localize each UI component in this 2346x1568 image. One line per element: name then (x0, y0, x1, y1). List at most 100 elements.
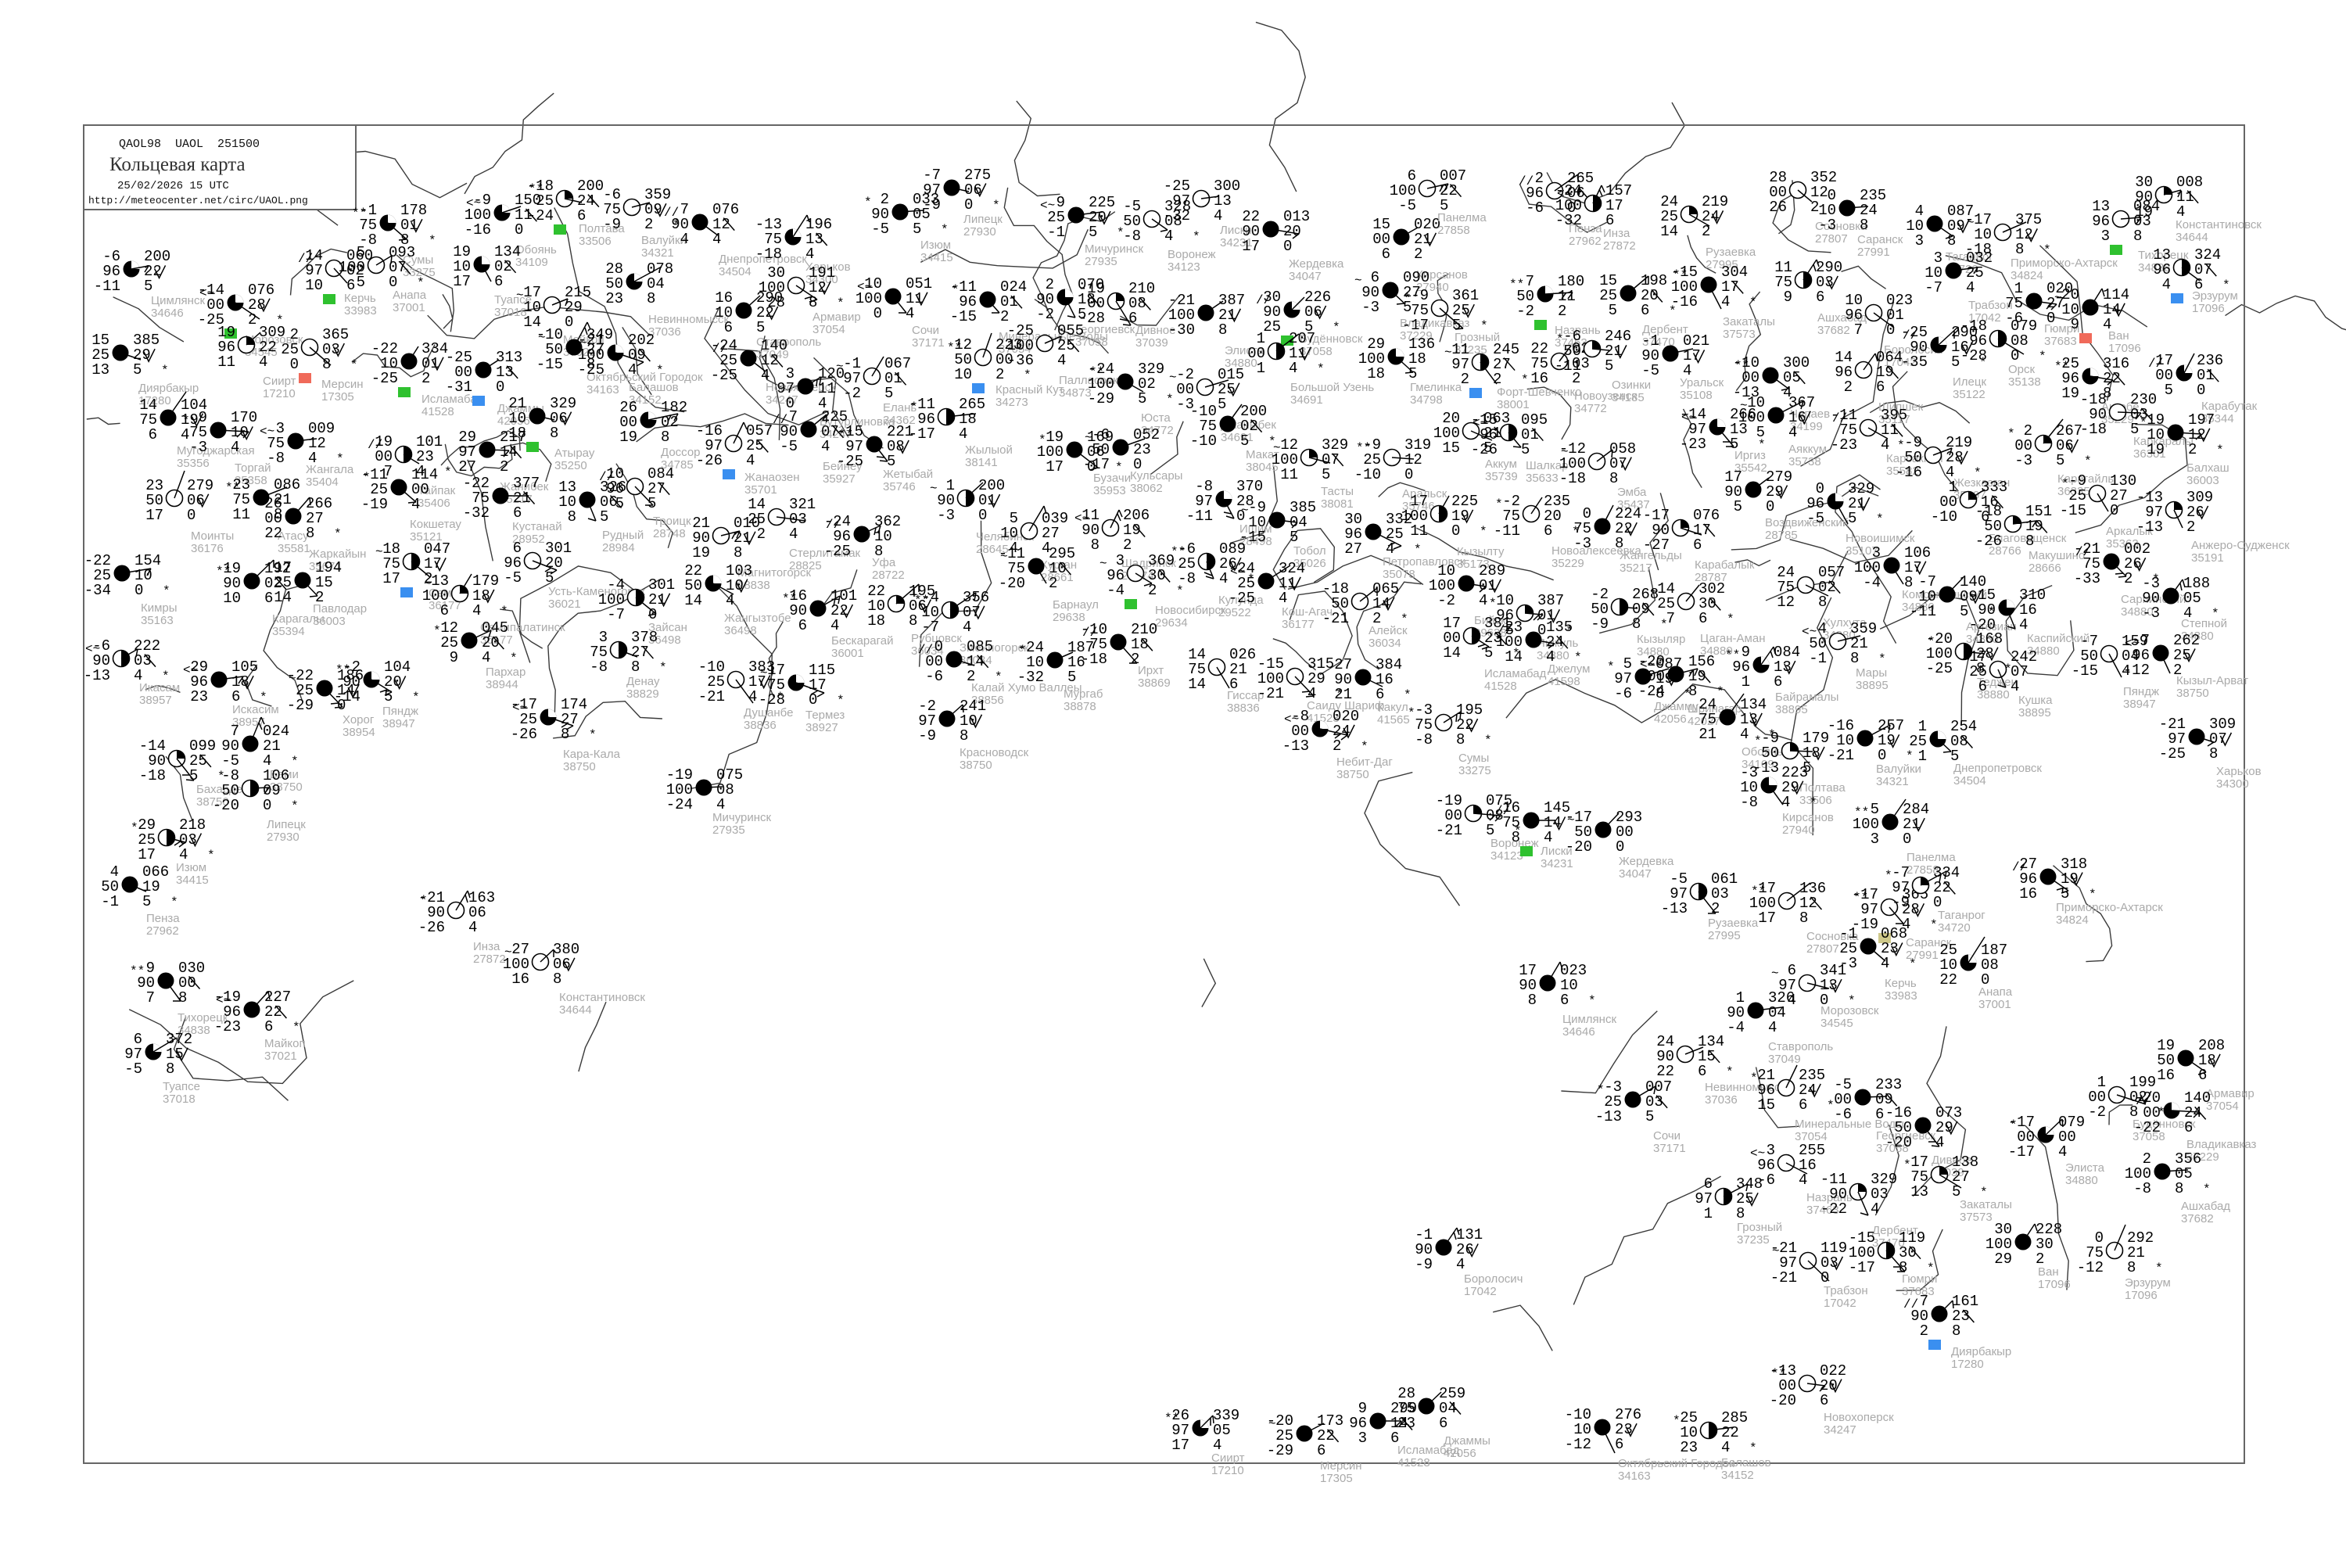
svg-text:*: * (1876, 512, 1884, 526)
svg-text:*: * (2039, 350, 2046, 364)
svg-text:Кольцевая карта: Кольцевая карта (109, 154, 246, 175)
svg-text://: // (2148, 357, 2163, 371)
svg-text:<~: <~ (1074, 511, 1089, 526)
svg-text:Аяккум35738: Аяккум 35738 (1788, 443, 1827, 468)
svg-text:Троицк28748: Троицк 28748 (653, 515, 691, 540)
svg-text:*: * (350, 358, 358, 372)
svg-text:*: * (1556, 332, 1564, 346)
svg-text:*: * (363, 471, 371, 485)
svg-text:*: * (2043, 243, 2051, 257)
svg-text:<~: <~ (85, 642, 100, 656)
svg-text:**: ** (838, 428, 853, 442)
svg-text:**: ** (2054, 360, 2069, 374)
svg-text:**: ** (529, 182, 543, 196)
svg-text:~: ~ (1650, 585, 1658, 599)
svg-text:*: * (837, 296, 845, 310)
svg-text:Туапсе37018: Туапсе 37018 (163, 1080, 200, 1106)
svg-text://: // (2012, 860, 2027, 874)
svg-text:<~: <~ (1473, 416, 1487, 430)
svg-text:*: * (2216, 443, 2224, 457)
svg-text://: // (1903, 328, 1917, 343)
svg-text:Керчь33983: Керчь 33983 (1885, 977, 1917, 1003)
svg-text:Керчь33983: Керчь 33983 (344, 292, 377, 318)
svg-text:Кушка38895: Кушка 38895 (2018, 694, 2053, 719)
svg-text:**: ** (1771, 1367, 1786, 1381)
svg-text:*: * (2203, 1182, 2211, 1197)
svg-text:*: * (1597, 1083, 1605, 1097)
svg-text:*: * (659, 661, 667, 675)
svg-text:<~: <~ (857, 280, 872, 294)
svg-text:~: ~ (1444, 346, 1452, 360)
svg-text://: // (712, 342, 727, 356)
svg-text:Пяндж38947: Пяндж 38947 (2123, 685, 2159, 711)
svg-text:*: * (500, 605, 508, 619)
svg-text:~: ~ (1241, 504, 1249, 518)
svg-text:~: ~ (836, 360, 844, 374)
svg-text:~: ~ (1085, 431, 1092, 445)
svg-text:*: * (170, 895, 178, 910)
svg-text:**: ** (1673, 268, 1688, 282)
svg-text:Изюм34415: Изюм 34415 (920, 239, 953, 264)
svg-text:*: * (656, 364, 664, 378)
svg-text:<~: <~ (1750, 1146, 1765, 1161)
svg-text:*: * (1726, 1065, 1734, 1079)
svg-text:<~: <~ (1557, 187, 1572, 201)
svg-text:~: ~ (1771, 967, 1779, 981)
svg-text:<~: <~ (1230, 565, 1245, 579)
svg-text:<~: <~ (199, 286, 214, 300)
svg-text:*: * (1495, 497, 1503, 511)
svg-text:*: * (1903, 1158, 1911, 1172)
svg-text:*: * (412, 691, 420, 705)
svg-text:~: ~ (1268, 1417, 1276, 1431)
svg-text:*: * (941, 223, 949, 237)
svg-text:*: * (910, 400, 918, 414)
svg-text:<~: <~ (183, 663, 198, 677)
svg-text:<~: <~ (2125, 637, 2140, 651)
svg-text://: // (2136, 1094, 2150, 1108)
svg-text:*: * (163, 584, 170, 598)
svg-text:<~: <~ (1040, 199, 1055, 213)
svg-text:25/02/2026 15 UTC: 25/02/2026 15 UTC (117, 180, 229, 192)
svg-text:**: ** (352, 206, 367, 221)
svg-text:*: * (292, 1021, 300, 1035)
svg-text:<~: <~ (260, 425, 274, 439)
svg-text://: // (773, 413, 787, 427)
svg-text:**: ** (782, 592, 797, 606)
svg-text:*: * (1024, 368, 1031, 382)
svg-text:<~: <~ (216, 993, 231, 1007)
svg-text:~: ~ (1169, 371, 1177, 385)
svg-text:Анапа37001: Анапа 37001 (393, 289, 427, 314)
svg-text:~: ~ (760, 666, 768, 680)
svg-text:*: * (1909, 957, 1917, 971)
svg-text:*: * (1716, 685, 1724, 699)
svg-text:QAOL98 UAOL 251500: QAOL98 UAOL 251500 (119, 138, 260, 151)
svg-text:**: ** (1751, 884, 1766, 899)
svg-text:*: * (1317, 362, 1325, 376)
svg-text:~: ~ (1099, 557, 1107, 571)
svg-text:*: * (1878, 652, 1886, 666)
svg-text:Пяндж38947: Пяндж 38947 (382, 705, 418, 730)
svg-text://: // (826, 518, 841, 532)
svg-text:~: ~ (424, 577, 432, 591)
svg-text:*: * (1484, 734, 1492, 748)
svg-text:**: ** (914, 594, 929, 608)
svg-text:Бузачи35953: Бузачи 35953 (1093, 472, 1131, 497)
svg-text:Тасты38081: Тасты 38081 (1321, 485, 1354, 511)
svg-text:*: * (1727, 612, 1734, 626)
svg-text:**: ** (225, 481, 240, 495)
svg-text:*: * (1930, 918, 1938, 932)
svg-text:**: ** (1725, 648, 1740, 662)
svg-text:<~: <~ (1640, 658, 1655, 672)
svg-text://: // (1519, 174, 1534, 188)
svg-text:~: ~ (538, 331, 546, 345)
svg-text://: // (918, 643, 933, 657)
svg-text:*: * (589, 728, 597, 742)
svg-text:~: ~ (579, 336, 587, 350)
svg-text:*: * (1906, 749, 1914, 763)
svg-text:*: * (1750, 1071, 1758, 1085)
svg-text:*: * (1588, 994, 1596, 1008)
svg-text:*: * (1810, 796, 1817, 810)
svg-text:*: * (1928, 635, 1935, 649)
svg-text:Сумы33275: Сумы 33275 (1458, 752, 1491, 777)
